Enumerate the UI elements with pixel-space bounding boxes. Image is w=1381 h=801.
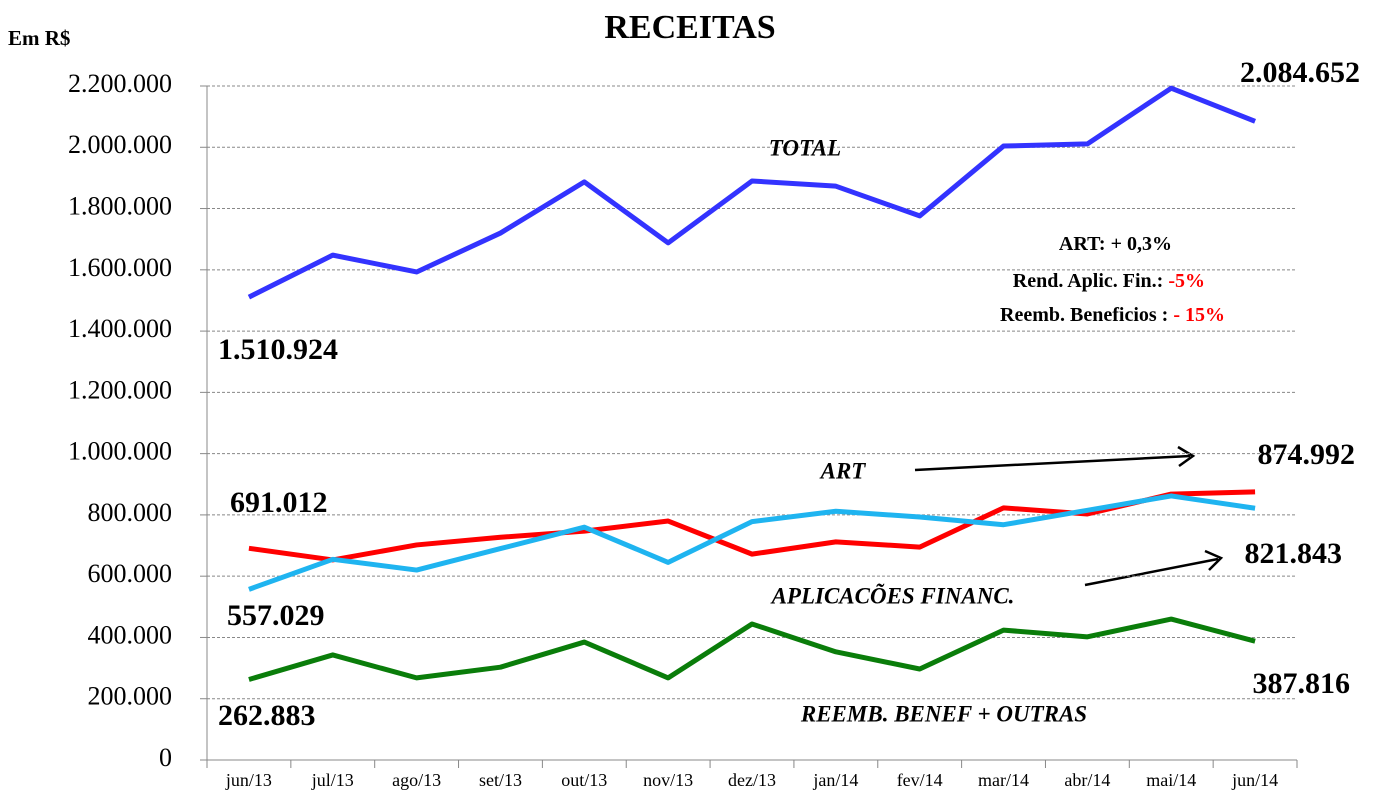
value-label: 821.843 xyxy=(1245,537,1343,570)
arrow-head xyxy=(1177,445,1196,468)
series-name: APLICACÕES FINANC. xyxy=(770,583,1015,608)
value-label: 557.029 xyxy=(227,599,325,632)
annotation: ART: + 0,3% xyxy=(1059,233,1172,255)
x-tick-label: jul/13 xyxy=(311,770,354,790)
series-name: TOTAL xyxy=(769,135,841,160)
arrow xyxy=(914,454,1191,472)
chart-title: RECEITAS xyxy=(604,9,775,46)
arrow-head xyxy=(1204,549,1224,571)
series-line xyxy=(248,489,1256,563)
y-axis-label: Em R$ xyxy=(8,26,70,50)
y-tick-label: 0 xyxy=(159,743,172,772)
annotation-text: ART: + 0,3% xyxy=(1059,233,1172,255)
x-tick-label: mai/14 xyxy=(1146,770,1196,790)
value-label: 874.992 xyxy=(1258,438,1356,471)
value-label: 1.510.924 xyxy=(218,333,338,366)
y-tick-label: 800.000 xyxy=(88,498,173,527)
x-tick-label: ago/13 xyxy=(392,770,441,790)
value-label: 2.084.652 xyxy=(1240,56,1360,89)
y-tick-label: 1.600.000 xyxy=(68,253,172,282)
y-tick-label: 1.200.000 xyxy=(68,375,172,404)
x-tick-label: set/13 xyxy=(479,770,522,790)
series-line xyxy=(248,493,1256,592)
annotation: Rend. Aplic. Fin.: -5% xyxy=(1013,270,1205,292)
annotation-text: Rend. Aplic. Fin.: xyxy=(1013,270,1169,292)
value-label: 262.883 xyxy=(218,699,316,732)
annotation-highlight: - 15% xyxy=(1173,304,1225,326)
y-tick-label: 2.200.000 xyxy=(68,69,172,98)
y-tick-label: 1.400.000 xyxy=(68,314,172,343)
annotation-text: Reemb. Beneficios : xyxy=(1000,304,1173,326)
y-tick-label: 2.000.000 xyxy=(68,130,172,159)
x-tick-label: mar/14 xyxy=(978,770,1029,790)
series-line xyxy=(248,616,1256,682)
x-tick-label: jun/14 xyxy=(1231,770,1278,790)
x-tick-label: abr/14 xyxy=(1064,770,1110,790)
series-name: ART xyxy=(819,458,867,483)
x-tick-label: jan/14 xyxy=(812,770,858,790)
x-tick-label: jun/13 xyxy=(225,770,272,790)
y-tick-label: 200.000 xyxy=(88,682,173,711)
x-tick-label: out/13 xyxy=(561,770,607,790)
series-name: REEMB. BENEF + OUTRAS xyxy=(800,701,1087,726)
x-tick-label: nov/13 xyxy=(643,770,693,790)
x-tick-label: dez/13 xyxy=(728,770,776,790)
y-tick-label: 1.800.000 xyxy=(68,192,172,221)
arrow xyxy=(1084,557,1219,587)
annotation-highlight: -5% xyxy=(1168,270,1205,292)
y-tick-label: 1.000.000 xyxy=(68,437,172,466)
y-tick-label: 400.000 xyxy=(88,620,173,649)
series-line xyxy=(247,85,1257,300)
y-tick-label: 600.000 xyxy=(88,559,173,588)
annotation: Reemb. Beneficios : - 15% xyxy=(1000,304,1225,326)
value-label: 387.816 xyxy=(1253,667,1351,700)
value-label: 691.012 xyxy=(230,486,328,519)
x-tick-label: fev/14 xyxy=(897,770,943,790)
